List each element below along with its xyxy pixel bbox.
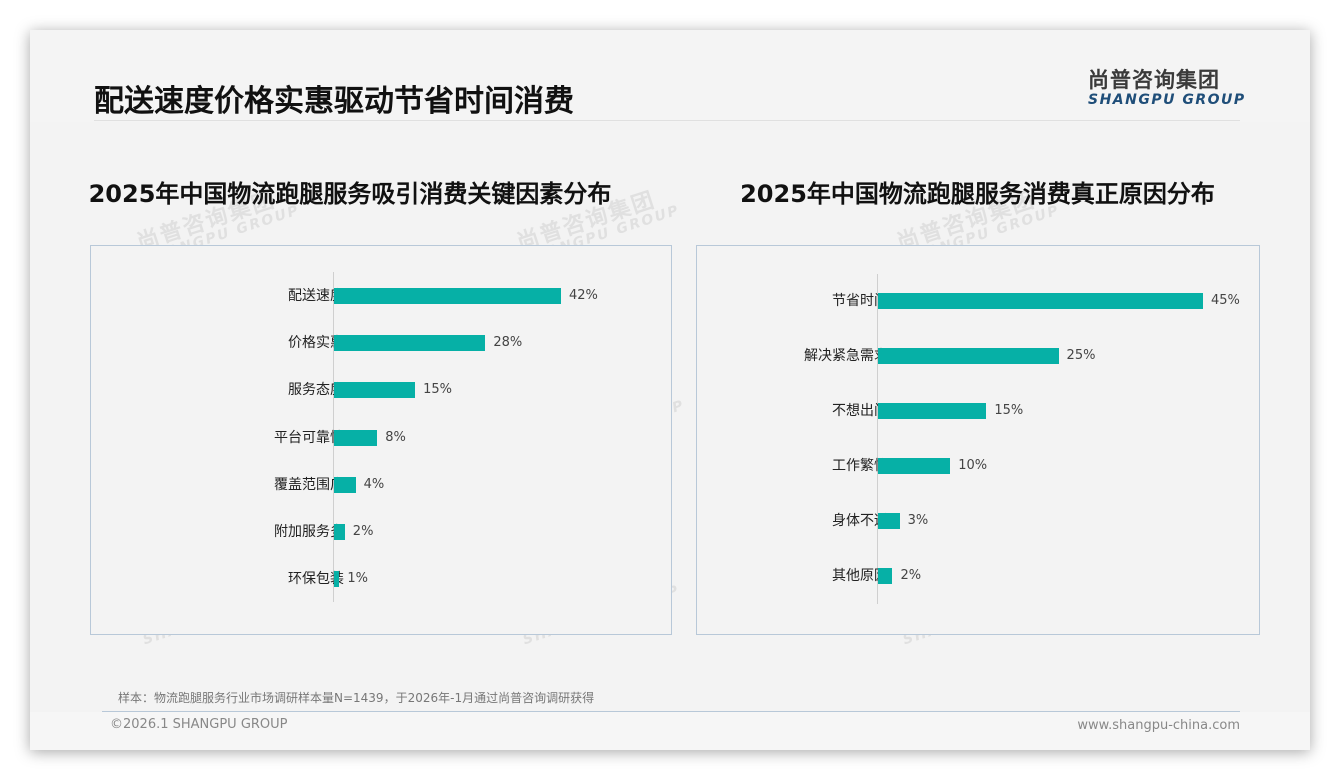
category-label: 配送速度	[288, 288, 344, 304]
category-label: 平台可靠性	[274, 429, 344, 446]
page-title: 配送速度价格实惠驱动节省时间消费	[94, 84, 574, 119]
category-label: 覆盖范围广	[274, 476, 344, 493]
value-label: 8%	[385, 429, 406, 445]
value-label: 42%	[569, 288, 598, 303]
chart-title-left: 2025年中国物流跑腿服务吸引消费关键因素分布	[88, 180, 612, 208]
data-bar	[334, 571, 340, 588]
logo-cn-text: 尚普咨询集团	[1088, 68, 1220, 92]
header-band	[30, 30, 1310, 122]
data-bar	[334, 524, 345, 540]
data-bar	[334, 288, 561, 304]
value-label: 2%	[900, 568, 922, 583]
data-bar	[878, 293, 1203, 309]
category-label: 解决紧急需求	[804, 348, 888, 364]
sample-note: 样本：物流跑腿服务行业市场调研样本量N=1439，于2026年-1月通过尚普咨询…	[118, 691, 595, 705]
footer-band	[30, 712, 1310, 750]
value-label: 1%	[347, 571, 369, 587]
category-label: 附加服务多	[274, 524, 344, 540]
slide: 配送速度价格实惠驱动节省时间消费 尚普咨询集团 SHANGPU GROUP 尚普…	[30, 30, 1310, 750]
y-axis-line	[877, 274, 878, 604]
data-bar	[878, 568, 893, 584]
category-label: 身体不适	[832, 513, 888, 529]
footer-divider	[102, 711, 1240, 712]
value-label: 45%	[1211, 293, 1240, 308]
value-label: 15%	[423, 382, 452, 398]
value-label: 10%	[958, 458, 988, 473]
logo-en-text: SHANGPU GROUP	[1088, 92, 1246, 108]
category-label: 不想出门	[832, 403, 888, 419]
title-divider	[94, 120, 1240, 121]
category-label: 工作繁忙	[832, 458, 888, 474]
data-bar	[334, 429, 378, 446]
category-label: 服务态度	[288, 382, 344, 399]
copyright-text: ©2026.1 SHANGPU GROUP	[110, 717, 288, 732]
website-link[interactable]: www.shangpu-china.com	[1077, 718, 1240, 733]
value-label: 15%	[994, 403, 1024, 418]
value-label: 3%	[907, 513, 929, 528]
chart-panel-left: 配送速度 42% 价格实惠 28% 服务态度 15% 平台可靠性 8% 覆盖范围广 4% 附加服务多…	[90, 245, 672, 635]
category-label: 节省时间	[832, 293, 888, 309]
data-bar	[878, 348, 1059, 364]
chart-title-right: 2025年中国物流跑腿服务消费真正原因分布	[740, 180, 1215, 208]
category-label: 价格实惠	[288, 335, 344, 352]
value-label: 2%	[352, 524, 374, 539]
data-bar	[334, 335, 486, 352]
y-axis-line	[333, 272, 334, 602]
value-label: 25%	[1066, 348, 1096, 363]
data-bar	[878, 403, 987, 419]
category-label: 环保包装	[288, 571, 344, 588]
data-bar	[334, 382, 416, 399]
data-bar	[878, 458, 951, 474]
category-label: 其他原因	[832, 568, 888, 584]
value-label: 28%	[493, 335, 523, 351]
value-label: 4%	[363, 476, 385, 492]
chart-panel-right: 节省时间 45% 解决紧急需求 25% 不想出门 15% 工作繁忙 10% 身体不适 3% 其他原因…	[696, 245, 1260, 635]
company-logo: 尚普咨询集团 SHANGPU GROUP	[1088, 64, 1246, 108]
data-bar	[878, 513, 900, 529]
data-bar	[334, 476, 356, 493]
